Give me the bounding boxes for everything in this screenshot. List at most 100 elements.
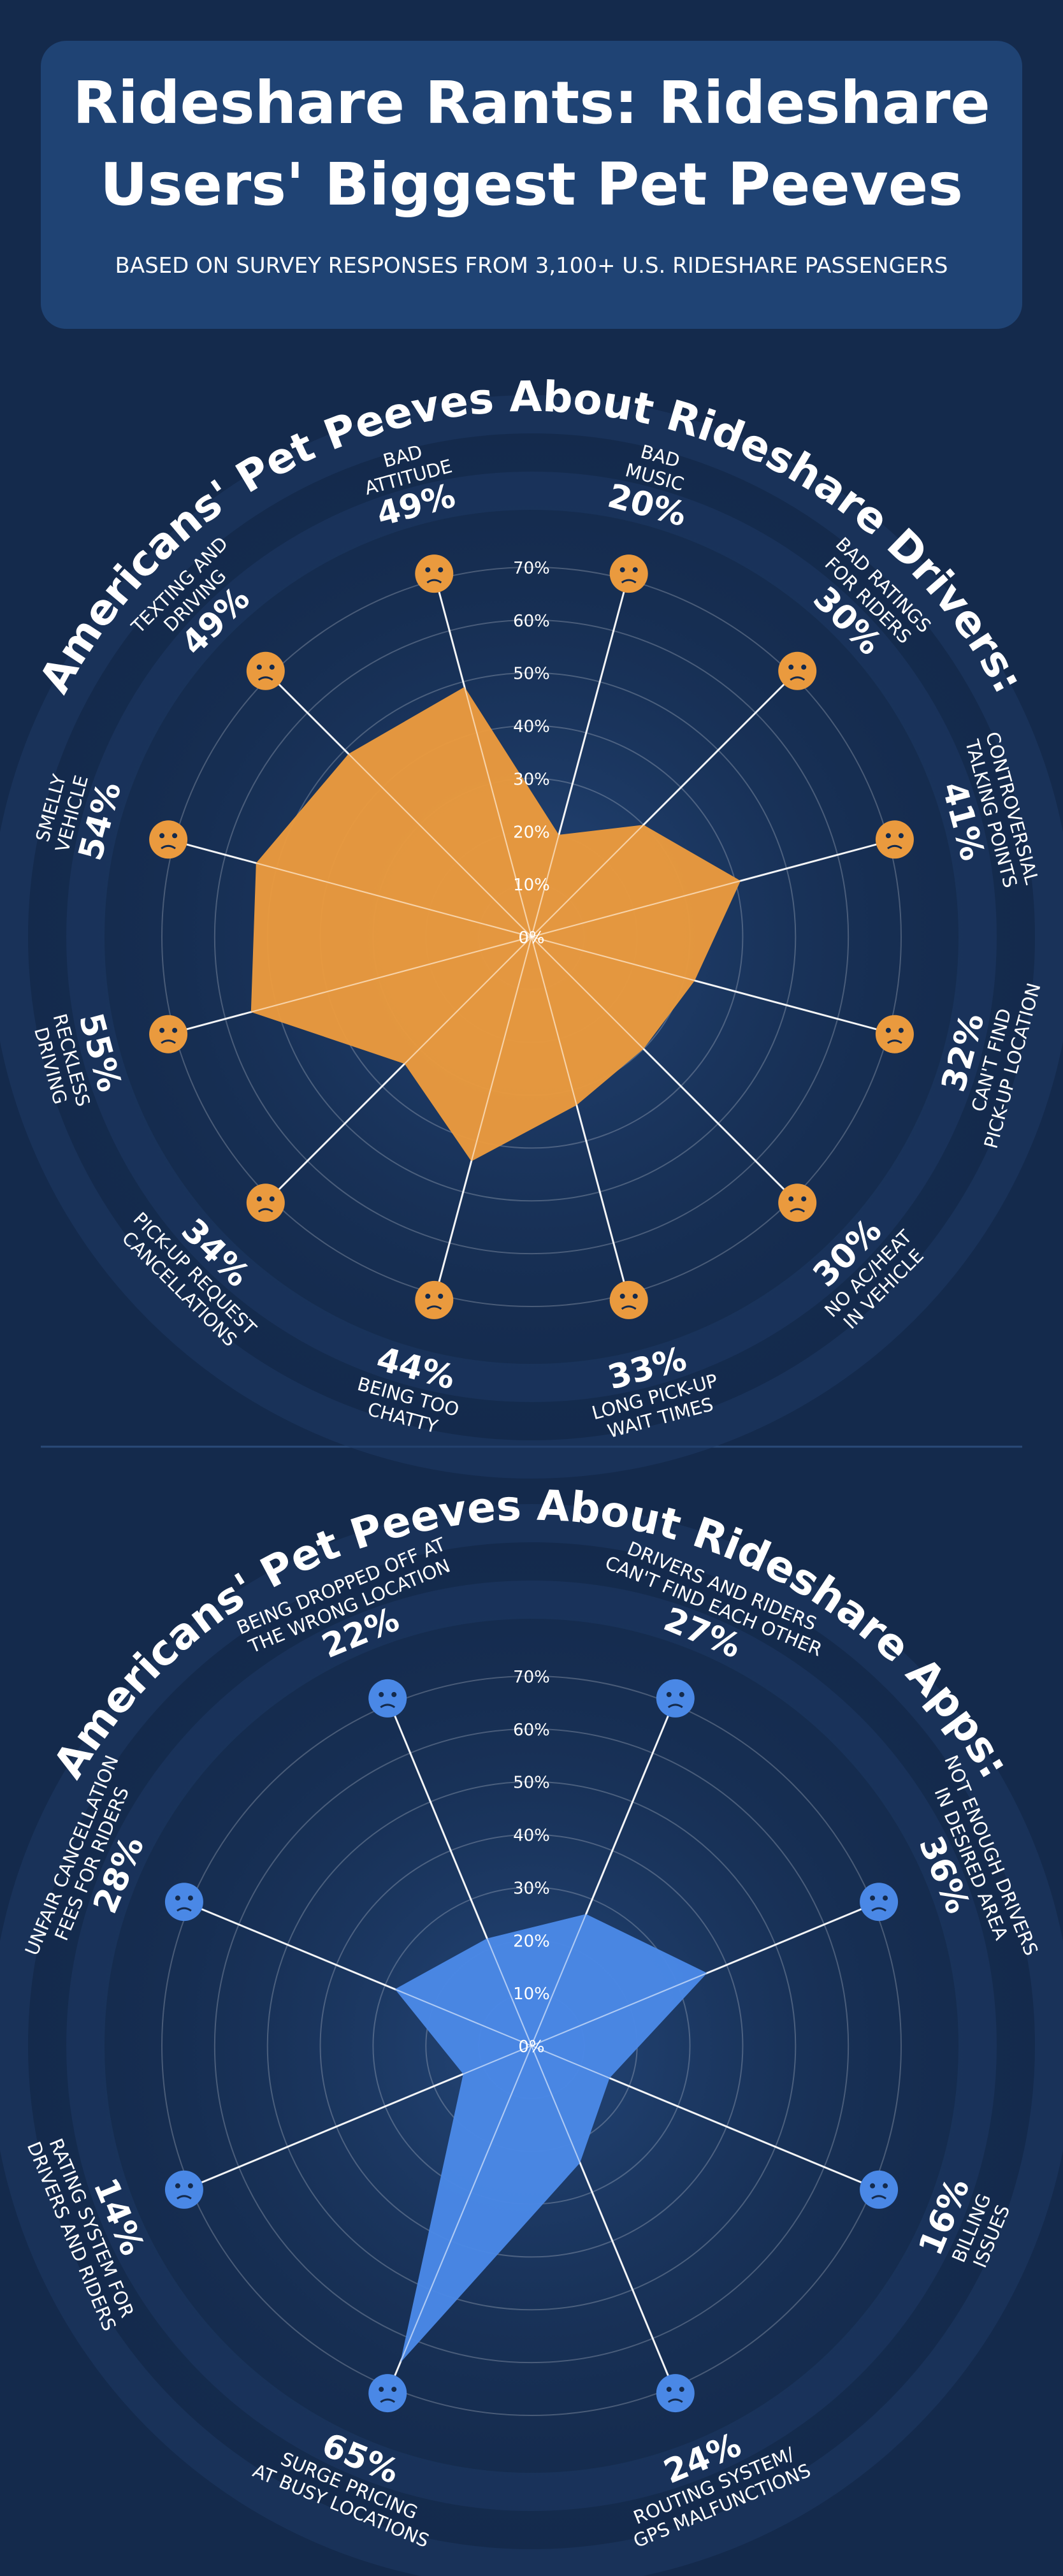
icon-mouth (380, 2398, 396, 2403)
spoke-overlay (531, 936, 793, 1199)
grid-circle (213, 619, 850, 1255)
r-tick-label: 70% (513, 559, 550, 578)
icon-eye (379, 2387, 384, 2392)
icon (609, 554, 648, 593)
r-tick-label: 60% (513, 612, 550, 631)
spoke-overlay (531, 936, 628, 1294)
icon-eye (256, 664, 262, 670)
icon-mouth (161, 844, 176, 850)
r-tick-label: 20% (513, 823, 550, 842)
icon-eye (391, 2387, 397, 2392)
text-line: Users' Biggest Pet Peeves (100, 150, 963, 219)
icon-eye (632, 567, 638, 573)
icon (860, 2170, 899, 2209)
grid-circle (161, 567, 902, 1307)
icon-eye (175, 2183, 180, 2189)
icon-eye (269, 1196, 275, 1202)
icon-eye (256, 1196, 262, 1202)
icon-mouth (426, 1305, 442, 1310)
r-tick-label: 40% (513, 1827, 550, 1846)
r-tick-label: 10% (513, 1985, 550, 2004)
icon (656, 2374, 695, 2413)
icon-eye (801, 1196, 807, 1202)
spoke-overlay (531, 936, 889, 1034)
icon (415, 554, 454, 593)
r-tick-label: 50% (513, 1774, 550, 1793)
icon (246, 651, 285, 690)
icon-eye (679, 1691, 684, 1697)
spoke-overlay (189, 1904, 532, 2046)
radar-area (250, 686, 741, 1162)
spoke-overlay (531, 2045, 674, 2388)
icon-eye (788, 664, 794, 670)
icon-eye (898, 833, 904, 839)
spoke-overlay (531, 675, 793, 937)
icon-eye (619, 1293, 625, 1299)
icon (246, 1183, 285, 1222)
icon-eye (187, 2183, 193, 2189)
icon (778, 1183, 817, 1222)
icon-eye (632, 1293, 638, 1299)
spoke-overlay (389, 2045, 532, 2388)
icon-mouth (790, 1208, 806, 1213)
icon-eye (883, 1895, 888, 1901)
spoke-overlay (531, 2045, 874, 2188)
spoke-overlay (389, 1704, 532, 2046)
icon-eye (391, 1691, 397, 1697)
spoke-overlay (531, 1704, 674, 2046)
icon-mouth (621, 579, 637, 584)
grid-circle (213, 1728, 850, 2364)
icon-eye (883, 2183, 888, 2189)
spoke-overlay (174, 840, 532, 937)
icon (875, 820, 914, 859)
icon (149, 1015, 188, 1053)
spoke-overlay (531, 1904, 874, 2046)
icon (415, 1280, 454, 1319)
r-tick-label: 0% (518, 929, 544, 948)
icon-eye (898, 1027, 904, 1033)
icon-eye (425, 567, 431, 573)
icon-mouth (790, 676, 806, 681)
icon-mouth (177, 2195, 192, 2200)
icon-mouth (161, 1039, 176, 1044)
spoke-overlay (435, 579, 532, 937)
icon-eye (885, 833, 891, 839)
background-ring (0, 1504, 1063, 2576)
icon-eye (172, 1027, 178, 1033)
spoke-overlay (174, 936, 532, 1034)
icon (609, 1280, 648, 1319)
background-ring (66, 1581, 997, 2511)
icon (368, 2374, 407, 2413)
icon-eye (619, 567, 625, 573)
icon (875, 1015, 914, 1053)
spoke-overlay (189, 2045, 532, 2188)
icon-mouth (667, 2398, 683, 2403)
icon (164, 1883, 203, 1921)
header-box (41, 41, 1022, 329)
icon-eye (679, 2387, 684, 2392)
icon (656, 1679, 695, 1718)
icon-eye (379, 1691, 384, 1697)
icon-mouth (380, 1704, 396, 1709)
icon-mouth (887, 1039, 902, 1044)
grid-circle (319, 1834, 744, 2258)
icon (368, 1679, 407, 1718)
spoke-overlay (270, 936, 532, 1199)
icon-eye (175, 1895, 180, 1901)
icon (149, 820, 188, 859)
grid-circle (266, 1781, 797, 2311)
r-tick-label: 70% (513, 1668, 550, 1687)
icon-mouth (871, 2195, 886, 2200)
r-tick-label: 40% (513, 718, 550, 737)
icon-eye (159, 833, 165, 839)
icon-mouth (887, 844, 902, 850)
spoke-overlay (270, 675, 532, 937)
icon-eye (438, 1293, 444, 1299)
icon-eye (438, 567, 444, 573)
radar-area (394, 1914, 707, 2363)
r-tick-label: 30% (513, 1879, 550, 1898)
